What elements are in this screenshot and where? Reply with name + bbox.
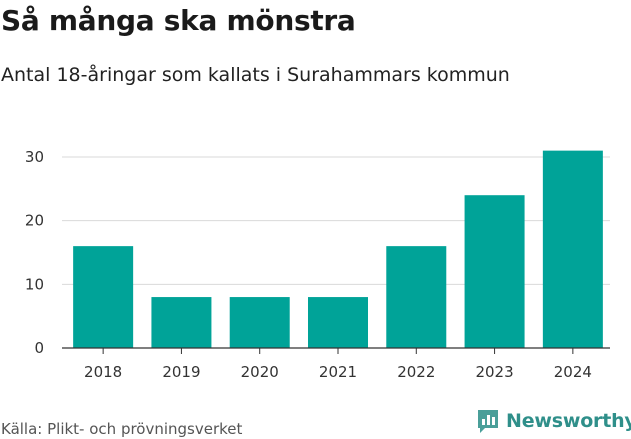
chart-title: Så många ska mönstra	[1, 4, 356, 37]
x-tick-label: 2024	[554, 363, 592, 381]
source-note: Källa: Plikt- och prövningsverket	[1, 420, 243, 438]
newsworthy-logo: Newsworthy	[476, 408, 631, 434]
x-tick-label: 2022	[397, 363, 435, 381]
bar-2021	[308, 297, 368, 348]
y-tick-label: 0	[34, 339, 44, 357]
x-tick-label: 2018	[84, 363, 122, 381]
x-tick-label: 2020	[241, 363, 279, 381]
bar-2024	[542, 150, 603, 348]
x-tick-label: 2019	[162, 363, 200, 381]
bar-2018	[73, 246, 134, 348]
bar-2019	[151, 297, 212, 348]
chart-subtitle: Antal 18-åringar som kallats i Surahamma…	[1, 64, 510, 86]
bar-2020	[229, 297, 290, 348]
y-tick-label: 20	[25, 212, 44, 230]
bar-2023	[464, 195, 525, 348]
y-tick-label: 10	[25, 275, 44, 293]
x-tick-label: 2023	[475, 363, 513, 381]
x-tick-label: 2021	[319, 363, 357, 381]
brand-name: Newsworthy	[506, 410, 631, 432]
bar-2022	[386, 246, 447, 348]
newsworthy-icon	[478, 410, 498, 433]
y-tick-label: 30	[25, 148, 44, 166]
